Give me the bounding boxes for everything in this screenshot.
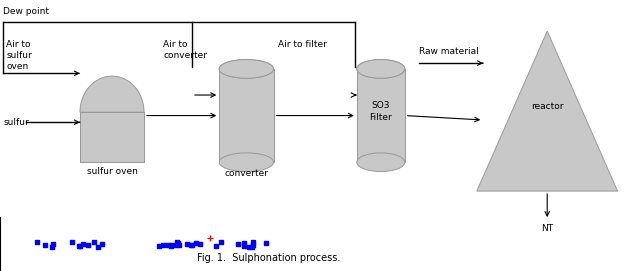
Point bbox=[247, 244, 257, 249]
Point bbox=[174, 243, 184, 247]
Polygon shape bbox=[80, 76, 144, 112]
Point bbox=[238, 243, 248, 248]
Bar bbox=[219, 69, 274, 162]
Point bbox=[48, 242, 58, 247]
Point bbox=[182, 241, 192, 246]
Point bbox=[154, 244, 164, 248]
Point bbox=[163, 243, 173, 247]
Text: Raw material: Raw material bbox=[419, 47, 479, 56]
Ellipse shape bbox=[219, 153, 274, 172]
Polygon shape bbox=[477, 31, 618, 191]
Text: Air to
converter: Air to converter bbox=[163, 40, 207, 60]
Ellipse shape bbox=[219, 60, 274, 78]
Point bbox=[248, 240, 259, 244]
Text: sulfur: sulfur bbox=[3, 118, 29, 127]
Point bbox=[261, 241, 271, 245]
Point bbox=[233, 242, 243, 246]
Point bbox=[166, 243, 177, 247]
Ellipse shape bbox=[357, 60, 404, 78]
Point bbox=[211, 244, 221, 248]
Point bbox=[187, 243, 197, 247]
Point bbox=[74, 244, 84, 248]
Point bbox=[166, 244, 176, 249]
Text: reactor: reactor bbox=[531, 102, 563, 111]
Point bbox=[205, 236, 215, 240]
Bar bbox=[357, 69, 404, 162]
Point bbox=[47, 245, 57, 249]
Point bbox=[239, 241, 249, 245]
Point bbox=[191, 241, 201, 246]
Text: NT: NT bbox=[541, 224, 553, 233]
Text: Fig. 1.  Sulphonation process.: Fig. 1. Sulphonation process. bbox=[197, 253, 340, 263]
Text: Air to
sulfur
oven: Air to sulfur oven bbox=[6, 40, 32, 71]
Point bbox=[195, 242, 205, 246]
Ellipse shape bbox=[357, 153, 404, 172]
Point bbox=[172, 243, 182, 247]
Point bbox=[40, 242, 51, 247]
Point bbox=[172, 241, 182, 246]
Point bbox=[75, 244, 85, 248]
Point bbox=[83, 243, 93, 247]
Text: SO3
Filter: SO3 Filter bbox=[369, 101, 392, 121]
Point bbox=[93, 245, 103, 249]
Point bbox=[97, 242, 107, 247]
Text: Air to filter: Air to filter bbox=[278, 40, 327, 49]
Point bbox=[244, 245, 255, 249]
Point bbox=[157, 243, 168, 247]
Text: Dew point: Dew point bbox=[3, 7, 49, 15]
Point bbox=[216, 240, 226, 244]
Ellipse shape bbox=[219, 60, 274, 78]
Point bbox=[78, 242, 88, 246]
Point bbox=[89, 240, 99, 244]
Point bbox=[186, 243, 196, 247]
Bar bbox=[80, 112, 144, 162]
Ellipse shape bbox=[357, 60, 404, 78]
Text: converter: converter bbox=[225, 169, 268, 178]
Text: sulfur oven: sulfur oven bbox=[86, 167, 138, 176]
Point bbox=[32, 240, 42, 244]
Point bbox=[67, 240, 77, 244]
Point bbox=[248, 243, 258, 247]
Point bbox=[172, 240, 182, 244]
